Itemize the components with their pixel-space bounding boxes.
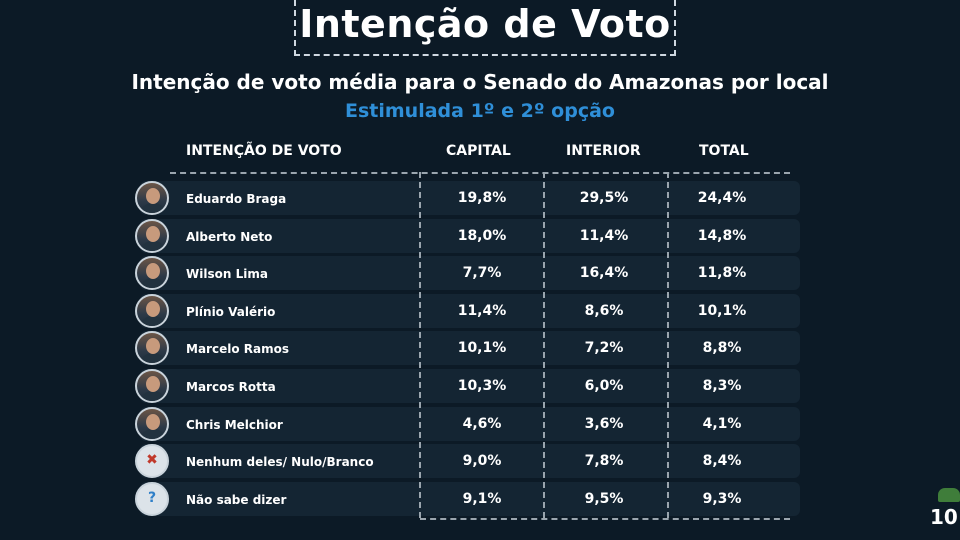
interior-value: 11,4% (579, 228, 629, 244)
capital-value: 4,6% (462, 416, 502, 432)
table-bottom-divider (420, 518, 790, 520)
capital-value: 18,0% (457, 228, 507, 244)
capital-value: 10,3% (457, 378, 507, 394)
avatar (135, 369, 169, 403)
page-title: Intenção de Voto (299, 2, 671, 46)
interior-value: 9,5% (584, 491, 624, 507)
question-icon: ? (135, 482, 169, 516)
total-value: 4,1% (702, 416, 742, 432)
ballot-cross-icon: ✖ (135, 444, 169, 478)
candidate-name: Não sabe dizer (186, 493, 287, 507)
interior-value: 3,6% (584, 416, 624, 432)
candidate-name: Marcelo Ramos (186, 342, 289, 356)
capital-value: 7,7% (462, 265, 502, 281)
interior-value: 16,4% (579, 265, 629, 281)
table-row (140, 331, 800, 365)
table-row (140, 294, 800, 328)
total-value: 10,1% (697, 303, 747, 319)
avatar (135, 294, 169, 328)
interior-value: 8,6% (584, 303, 624, 319)
candidate-name: Plínio Valério (186, 305, 276, 319)
table-row (140, 181, 800, 215)
total-value: 9,3% (702, 491, 742, 507)
chart-subtitle: Intenção de voto média para o Senado do … (131, 70, 829, 94)
column-header-candidate: INTENÇÃO DE VOTO (186, 143, 342, 159)
candidate-name: Chris Melchior (186, 418, 283, 432)
title-frame: Intenção de Voto (294, 0, 676, 56)
table-row (140, 407, 800, 441)
chart-note: Estimulada 1º e 2º opção (345, 100, 615, 122)
avatar (135, 181, 169, 215)
table-row (140, 369, 800, 403)
interior-value: 29,5% (579, 190, 629, 206)
capital-value: 9,0% (462, 453, 502, 469)
candidate-name: Nenhum deles/ Nulo/Branco (186, 455, 374, 469)
total-value: 8,3% (702, 378, 742, 394)
interior-value: 6,0% (584, 378, 624, 394)
candidate-name: Marcos Rotta (186, 380, 276, 394)
candidate-name: Alberto Neto (186, 230, 273, 244)
column-divider-3 (667, 172, 669, 518)
avatar (135, 331, 169, 365)
total-value: 8,4% (702, 453, 742, 469)
avatar (135, 407, 169, 441)
column-divider-1 (419, 172, 421, 518)
total-value: 14,8% (697, 228, 747, 244)
interior-value: 7,8% (584, 453, 624, 469)
column-header-total: TOTAL (699, 143, 749, 159)
table-row (140, 482, 800, 516)
candidate-name: Eduardo Braga (186, 192, 287, 206)
column-header-capital: CAPITAL (446, 143, 511, 159)
capital-value: 10,1% (457, 340, 507, 356)
total-value: 8,8% (702, 340, 742, 356)
total-value: 24,4% (697, 190, 747, 206)
table-row (140, 219, 800, 253)
table-row (140, 256, 800, 290)
page-number: 10 (930, 505, 958, 529)
total-value: 11,8% (697, 265, 747, 281)
avatar (135, 256, 169, 290)
capital-value: 9,1% (462, 491, 502, 507)
table-row (140, 444, 800, 478)
candidate-name: Wilson Lima (186, 267, 268, 281)
capital-value: 19,8% (457, 190, 507, 206)
interior-value: 7,2% (584, 340, 624, 356)
header-divider (170, 172, 790, 174)
avatar (135, 219, 169, 253)
column-divider-2 (543, 172, 545, 518)
logo-badge-icon (938, 488, 960, 502)
capital-value: 11,4% (457, 303, 507, 319)
column-header-interior: INTERIOR (566, 143, 641, 159)
